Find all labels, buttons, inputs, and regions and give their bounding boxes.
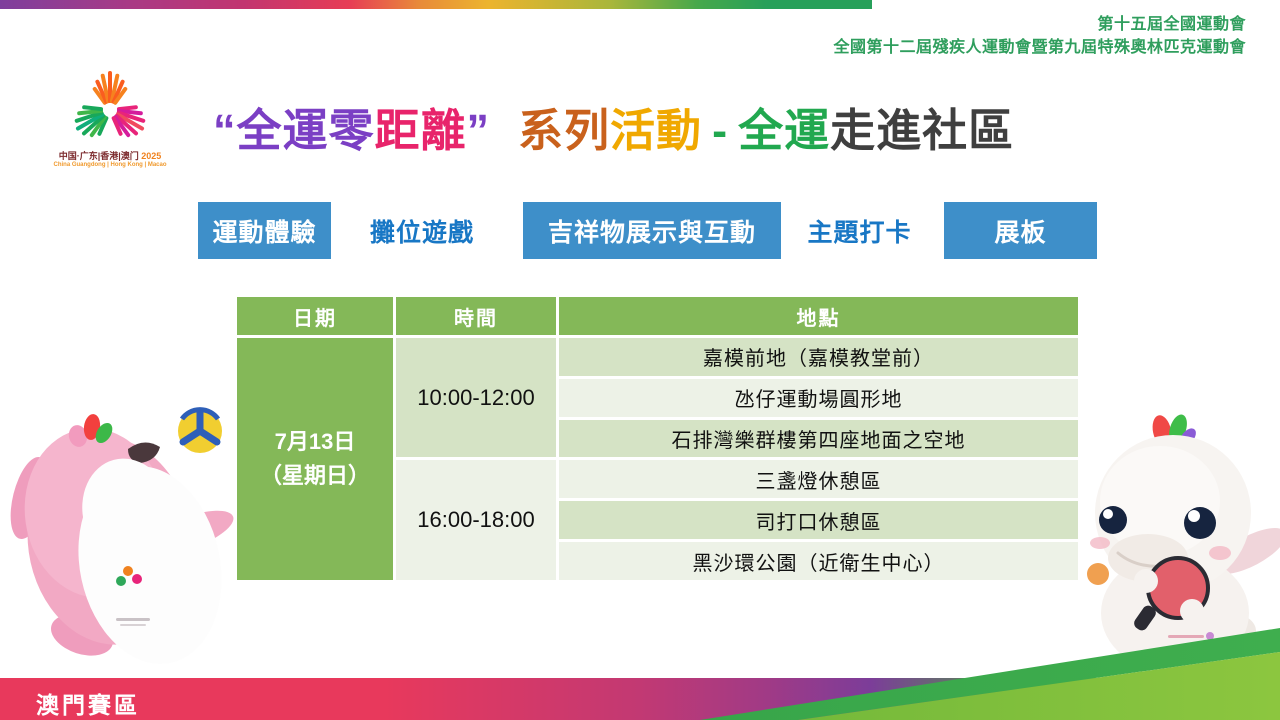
tab-sports-experience[interactable]: 運動體驗: [198, 202, 331, 259]
footer-gradient-bar: [0, 678, 1280, 720]
volleyball-icon: [178, 407, 222, 453]
schedule-table: 日期 時間 地點 7月13日 （星期日） 10:00-12:00 16:00-1…: [237, 297, 1078, 580]
title-dash: -: [712, 105, 729, 156]
tab-label: 吉祥物展示與互動: [547, 218, 756, 247]
logo-region-text-en: China Guangdong | Hong Kong | Macao: [53, 162, 167, 168]
date-cell: 7月13日 （星期日）: [237, 338, 393, 580]
tab-booth-games[interactable]: 攤位遊戲: [352, 202, 492, 259]
belly-logo-icon: [116, 566, 150, 626]
tab-display-boards[interactable]: 展板: [944, 202, 1097, 259]
tab-theme-checkin[interactable]: 主題打卡: [793, 202, 926, 259]
col-header-location: 地點: [559, 297, 1078, 335]
logo-year: 2025: [141, 151, 162, 161]
games-logo: 中国·广东|香港|澳门 2025 China Guangdong | Hong …: [48, 70, 172, 168]
location-row: 氹仔運動場圓形地: [559, 378, 1078, 417]
title-part-dark: 走進社區: [830, 105, 1015, 156]
date-line1: 7月13日: [274, 428, 356, 454]
title-quote-close: ”: [466, 105, 491, 156]
logo-region-text: 中国·广东|香港|澳门 2025: [58, 151, 162, 161]
rainbow-gradient-bar: [0, 0, 872, 9]
fireworks-logo-icon: [74, 71, 146, 138]
tab-mascot-show[interactable]: 吉祥物展示與互動: [523, 202, 781, 259]
title-part-pink: 距離: [374, 105, 467, 156]
title-part-orange: 系列: [518, 105, 611, 156]
title-part-purple: 全運零: [236, 105, 375, 156]
location-row: 石排灣樂群樓第四座地面之空地: [559, 419, 1078, 458]
event-names: 第十五屆全國運動會 全國第十二屆殘疾人運動會暨第九屆特殊奧林匹克運動會: [833, 13, 1246, 59]
zone-label: 澳門賽區: [36, 692, 140, 718]
page-title: “全運零距離” 系列活動 - 全運走進社區: [213, 94, 1014, 159]
tab-label: 主題打卡: [807, 218, 912, 247]
date-line2: （星期日）: [259, 462, 370, 488]
location-row: 司打口休憩區: [559, 501, 1078, 540]
time-cell-afternoon: 16:00-18:00: [396, 460, 556, 580]
event-name-line2: 全國第十二屆殘疾人運動會暨第九屆特殊奧林匹克運動會: [833, 39, 1246, 56]
title-part-amber: 活動: [610, 105, 703, 156]
time-cell-morning: 10:00-12:00: [396, 338, 556, 458]
title-part-green: 全運: [738, 105, 831, 156]
tab-label: 展板: [994, 218, 1047, 247]
tab-label: 攤位遊戲: [369, 218, 474, 247]
location-row: 三盞燈休憩區: [559, 460, 1078, 499]
col-header-time: 時間: [396, 297, 556, 335]
location-row: 嘉模前地（嘉模教堂前）: [559, 338, 1078, 376]
tab-label: 運動體驗: [212, 218, 317, 247]
event-name-line1: 第十五屆全國運動會: [1097, 16, 1246, 33]
location-row: 黑沙環公園（近衛生中心）: [559, 542, 1078, 580]
title-quote-open: “: [213, 105, 237, 156]
pink-dolphin-mascot: [10, 407, 234, 664]
col-header-date: 日期: [237, 297, 393, 335]
belly-logo-icon: [1168, 632, 1214, 640]
table-tennis-paddle-icon: [1134, 556, 1210, 631]
table-tennis-ball-icon: [1087, 563, 1109, 585]
